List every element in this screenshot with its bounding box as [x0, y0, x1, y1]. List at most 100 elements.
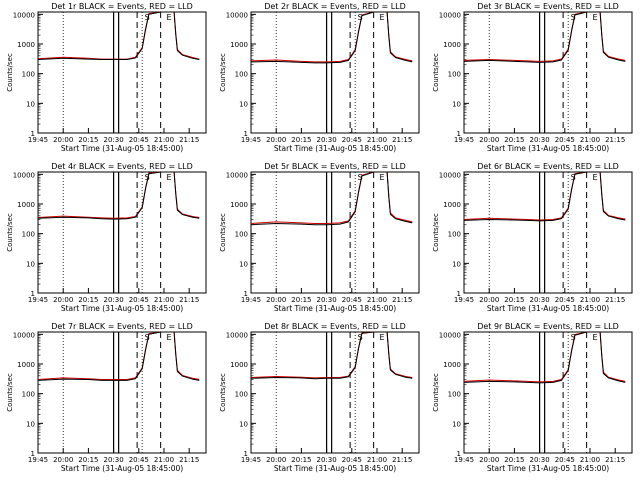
y-tick-label: 1000 — [17, 201, 35, 209]
x-tick-label: 20:30 — [317, 136, 337, 144]
end-annotation: E — [593, 173, 598, 182]
x-tick-label: 20:30 — [530, 136, 550, 144]
x-tick-label: 20:45 — [555, 136, 575, 144]
detector-panel-5: Det 5r BLACK = Events, RED = LLD 1 10 100 10… — [219, 162, 420, 313]
plot-frame — [37, 11, 207, 134]
series-line-events — [250, 331, 413, 380]
x-tick-label: 20:30 — [104, 136, 124, 144]
y-tick-label: 100 — [235, 231, 248, 239]
x-tick-label: 21:15 — [179, 296, 199, 304]
y-tick-label: 10000 — [226, 331, 248, 339]
y-axis-label: Counts/sec — [219, 373, 227, 412]
y-tick-label: 10000 — [226, 11, 248, 19]
x-tick-label: 21:15 — [605, 296, 625, 304]
y-tick-label: 10000 — [13, 11, 35, 19]
series-line-events — [37, 11, 200, 60]
y-tick-label: 1000 — [230, 201, 248, 209]
y-tick-label: 1000 — [443, 41, 461, 49]
y-axis-label: Counts/sec — [219, 213, 227, 252]
x-tick-label: 20:00 — [479, 296, 499, 304]
y-axis-label: Counts/sec — [432, 373, 440, 412]
x-tick-label: 20:15 — [291, 456, 311, 464]
start-annotation: S — [358, 333, 363, 342]
x-tick-label: 19:45 — [28, 456, 48, 464]
x-tick-label: 21:00 — [367, 136, 387, 144]
x-tick-label: 19:45 — [241, 296, 261, 304]
x-axis-label: Start Time (31-Aug-05 18:45:00) — [61, 304, 183, 313]
x-tick-label: 20:30 — [317, 456, 337, 464]
y-axis-label: Counts/sec — [6, 373, 14, 412]
x-tick-label: 20:00 — [479, 456, 499, 464]
plot-frame — [37, 331, 207, 454]
y-tick-label: 10000 — [226, 171, 248, 179]
x-tick-label: 20:15 — [291, 136, 311, 144]
x-tick-label: 19:45 — [454, 456, 474, 464]
x-tick-label: 20:15 — [504, 136, 524, 144]
series-line-events — [463, 171, 626, 222]
plot-frame — [250, 11, 420, 134]
plot-frame — [250, 171, 420, 294]
y-tick-label: 1 — [31, 450, 35, 458]
y-axis-label: Counts/sec — [432, 53, 440, 92]
end-annotation: E — [167, 173, 172, 182]
y-tick-label: 1000 — [230, 361, 248, 369]
x-tick-label: 20:45 — [342, 136, 362, 144]
y-tick-label: 10000 — [439, 331, 461, 339]
panel-title: Det 3r BLACK = Events, RED = LLD — [477, 2, 619, 11]
x-tick-label: 19:45 — [28, 136, 48, 144]
detector-panel-9: Det 9r BLACK = Events, RED = LLD 1 10 100 10… — [432, 322, 633, 473]
plot-frame — [37, 171, 207, 294]
end-annotation: E — [167, 13, 172, 22]
y-axis-label: Counts/sec — [6, 213, 14, 252]
y-tick-label: 1 — [31, 130, 35, 138]
y-tick-label: 10 — [239, 420, 248, 428]
panel-title: Det 9r BLACK = Events, RED = LLD — [477, 322, 619, 331]
x-tick-label: 20:30 — [104, 456, 124, 464]
y-tick-label: 10000 — [439, 11, 461, 19]
y-axis-label: Counts/sec — [6, 53, 14, 92]
x-tick-label: 21:00 — [580, 296, 600, 304]
series-line-events — [250, 11, 413, 64]
y-tick-label: 1000 — [443, 361, 461, 369]
start-annotation: S — [145, 13, 150, 22]
y-tick-label: 10 — [26, 420, 35, 428]
x-tick-label: 20:30 — [530, 296, 550, 304]
start-annotation: S — [571, 13, 576, 22]
panel-title: Det 5r BLACK = Events, RED = LLD — [264, 162, 406, 171]
x-tick-label: 21:00 — [580, 456, 600, 464]
x-tick-label: 20:45 — [129, 136, 149, 144]
start-annotation: S — [358, 173, 363, 182]
y-tick-label: 100 — [235, 391, 248, 399]
series-line-events — [463, 11, 626, 63]
y-tick-label: 10 — [26, 100, 35, 108]
y-tick-label: 1 — [244, 450, 248, 458]
x-tick-label: 19:45 — [454, 136, 474, 144]
x-axis-label: Start Time (31-Aug-05 18:45:00) — [61, 144, 183, 153]
series-line-events — [463, 331, 626, 384]
x-tick-label: 21:15 — [179, 456, 199, 464]
y-tick-label: 1000 — [230, 41, 248, 49]
detector-panel-6: Det 6r BLACK = Events, RED = LLD 1 10 100 10… — [432, 162, 633, 313]
end-annotation: E — [593, 13, 598, 22]
detector-panel-1: Det 1r BLACK = Events, RED = LLD 1 10 100 10… — [6, 2, 207, 153]
y-tick-label: 1 — [31, 290, 35, 298]
y-tick-label: 10000 — [13, 331, 35, 339]
detector-panel-4: Det 4r BLACK = Events, RED = LLD 1 10 100 10… — [6, 162, 207, 313]
plot-frame — [463, 11, 633, 134]
end-annotation: E — [380, 333, 385, 342]
x-tick-label: 21:00 — [154, 296, 174, 304]
x-axis-label: Start Time (31-Aug-05 18:45:00) — [487, 464, 609, 473]
x-axis-label: Start Time (31-Aug-05 18:45:00) — [274, 304, 396, 313]
y-axis-label: Counts/sec — [432, 213, 440, 252]
y-tick-label: 1 — [244, 130, 248, 138]
x-tick-label: 19:45 — [241, 136, 261, 144]
x-tick-label: 20:30 — [104, 296, 124, 304]
x-tick-label: 21:15 — [392, 456, 412, 464]
x-tick-label: 19:45 — [28, 296, 48, 304]
x-tick-label: 19:45 — [454, 296, 474, 304]
y-tick-label: 1 — [457, 450, 461, 458]
y-tick-label: 10 — [452, 420, 461, 428]
x-tick-label: 19:45 — [241, 456, 261, 464]
panel-title: Det 7r BLACK = Events, RED = LLD — [51, 322, 193, 331]
detector-panel-7: Det 7r BLACK = Events, RED = LLD 1 10 100 10… — [6, 322, 207, 473]
